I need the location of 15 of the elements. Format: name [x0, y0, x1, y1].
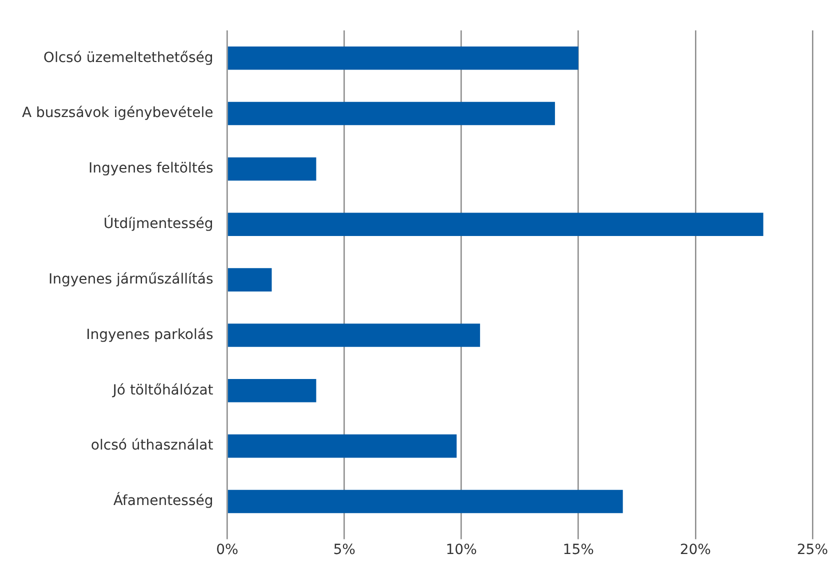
x-tick-label: 25%: [796, 542, 828, 558]
y-tick-label: A buszsávok igénybevétele: [22, 105, 214, 122]
y-tick-label: Útdíjmentesség: [104, 215, 214, 232]
y-tick-label: Olcsó üzemeltethetőség: [43, 50, 214, 66]
y-tick-label: Ingyenes járműszállítás: [48, 271, 214, 288]
y-tick-label: Ingyenes parkolás: [86, 326, 214, 343]
x-tick-label: 15%: [562, 542, 594, 558]
y-tick-label: Jó töltőhálózat: [112, 382, 214, 398]
x-tick-label: 10%: [446, 542, 477, 558]
y-tick-label: Ingyenes feltöltés: [88, 160, 214, 177]
x-tick-label: 20%: [680, 542, 711, 558]
y-tick-label: olcsó úthasználat: [90, 438, 214, 454]
x-tick-label: 5%: [333, 542, 356, 558]
y-tick-label: Áfamentesség: [113, 492, 214, 510]
x-tick-label: 0%: [216, 542, 238, 558]
